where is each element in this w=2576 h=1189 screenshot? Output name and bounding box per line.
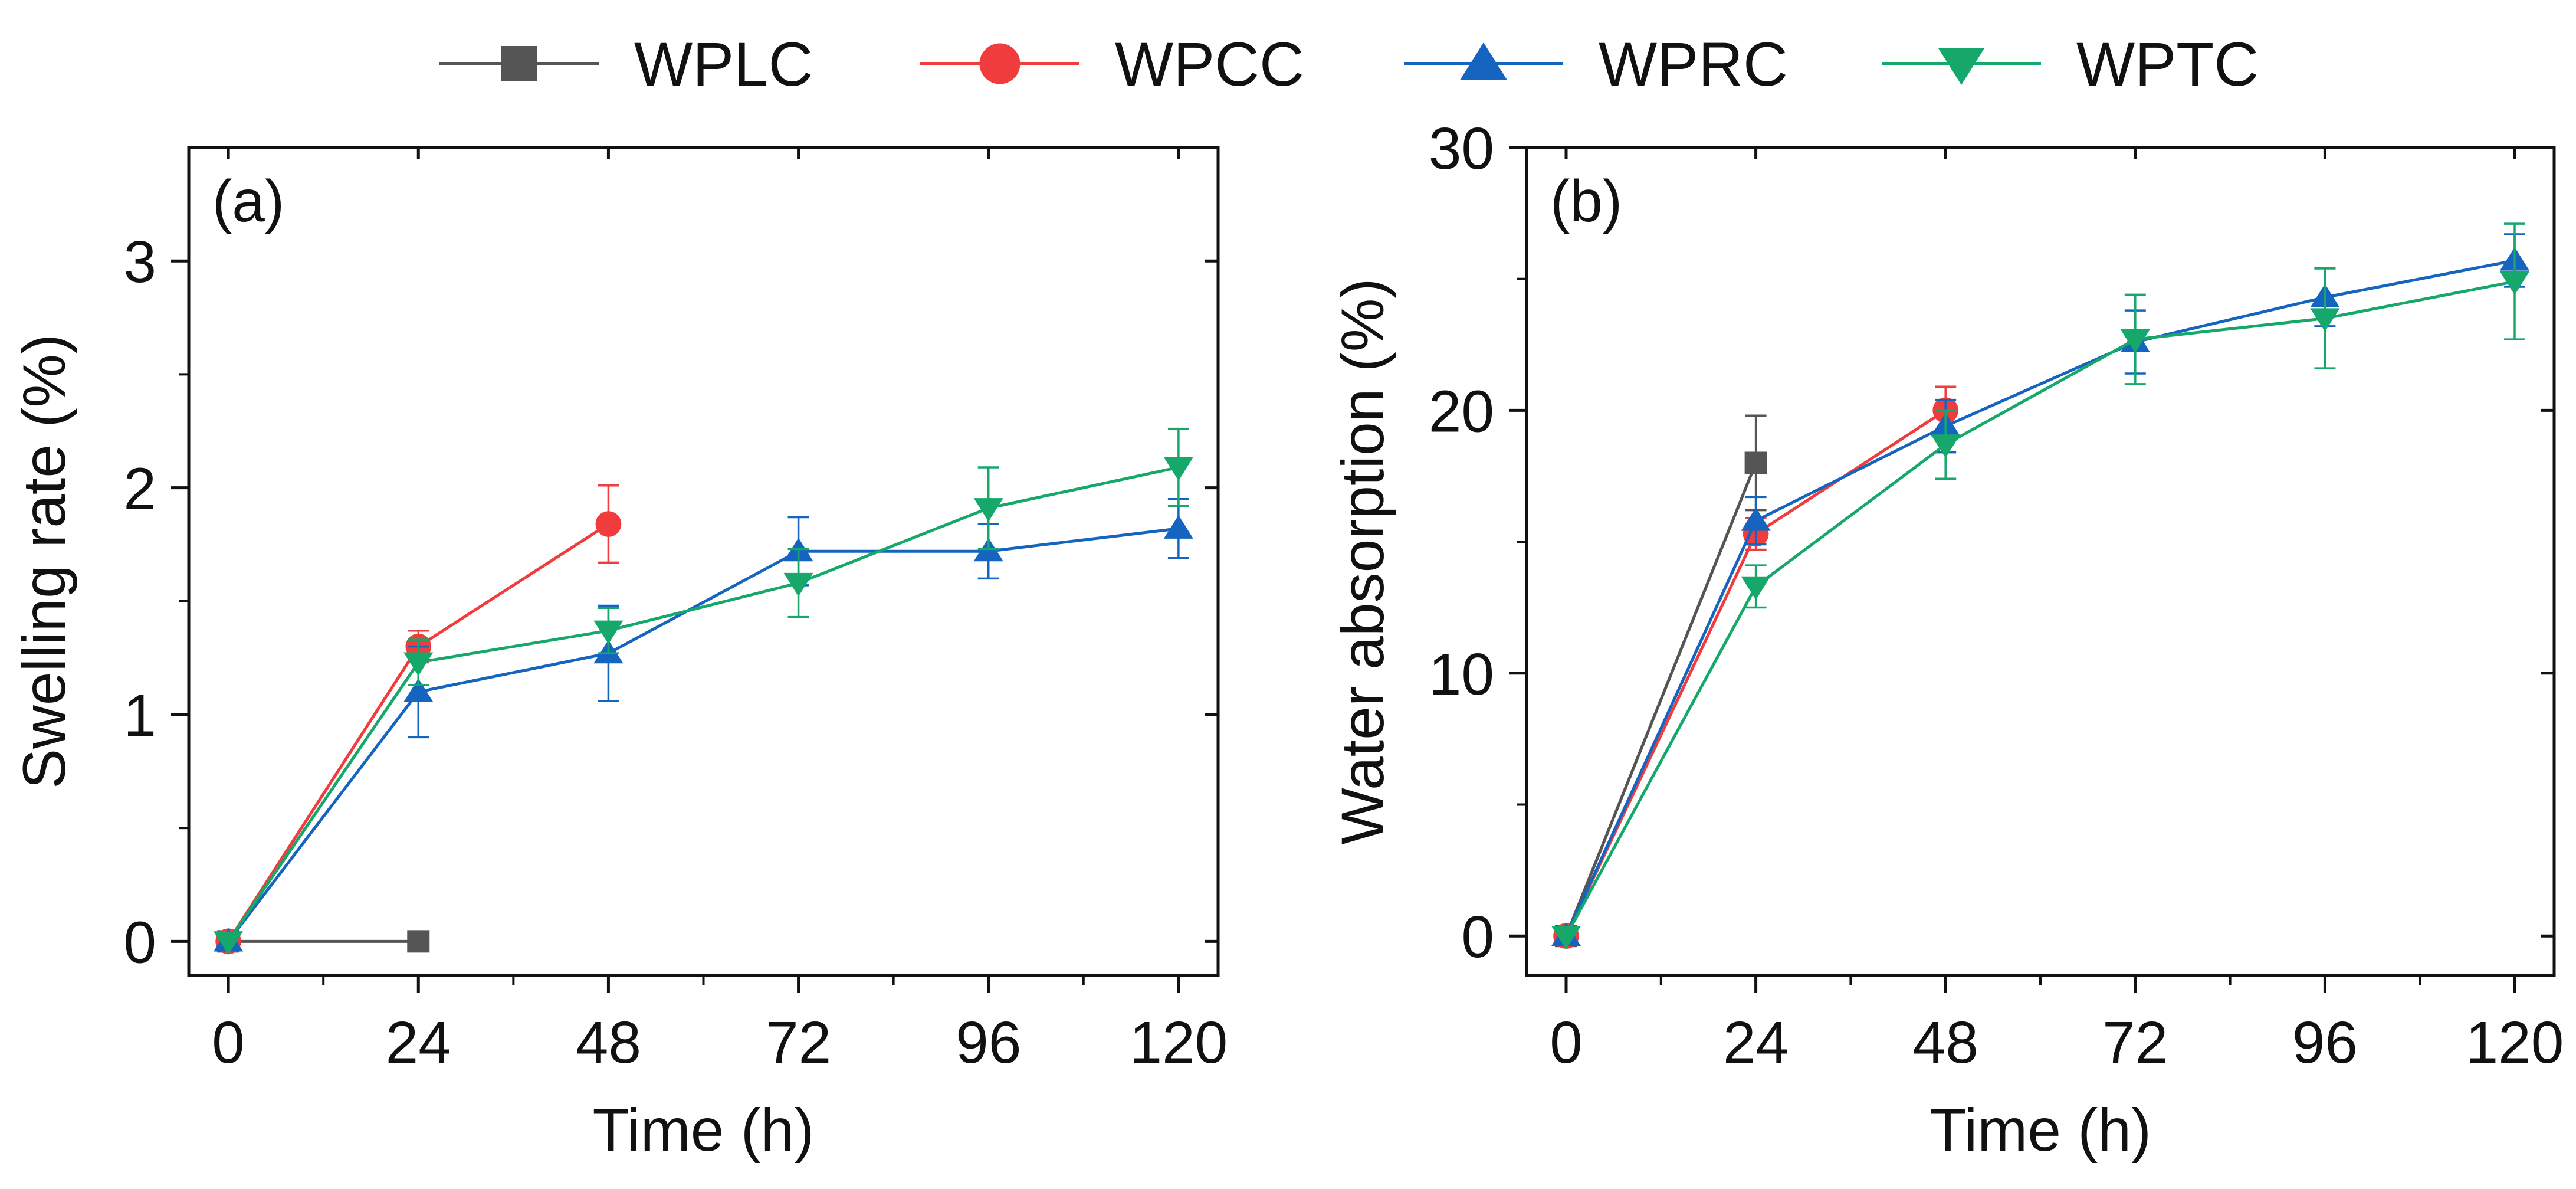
- data-point-b-wptc-24: [1741, 576, 1771, 600]
- series-a-wprc: [214, 498, 1193, 952]
- data-point-b-wprc-24: [1741, 507, 1771, 531]
- legend-item-wpcc: WPCC: [920, 30, 1304, 99]
- x-tick-label-a-48: 48: [576, 1010, 641, 1076]
- legend-marker-wprc: [1460, 42, 1507, 80]
- series-line-a-wprc: [227, 527, 1179, 942]
- series-b-wplc: [1555, 414, 1767, 948]
- x-axis-title-b: Time (h): [1929, 1096, 2151, 1164]
- legend: WPLC WPCC WPRC WPTC: [439, 30, 2259, 99]
- x-tick-label-a-72: 72: [766, 1010, 831, 1076]
- y-tick-label-a-1: 1: [123, 683, 156, 749]
- legend-marker-wplc: [501, 46, 537, 81]
- legend-item-wprc: WPRC: [1404, 30, 1788, 99]
- data-point-b-wptc-0: [1551, 926, 1581, 949]
- data-point-a-wptc-72: [783, 572, 813, 597]
- x-tick-label-b-120: 120: [2466, 1010, 2564, 1076]
- data-point-a-wptc-48: [593, 620, 624, 644]
- x-tick-label-a-0: 0: [212, 1010, 245, 1076]
- legend-item-wptc: WPTC: [1882, 30, 2259, 99]
- plot-frame-a: [187, 146, 1220, 977]
- plot-frame-b: [1525, 146, 2556, 977]
- y-axis-title-b: Water absorption (%): [1329, 279, 1396, 845]
- legend-label-wprc: WPRC: [1599, 30, 1788, 99]
- panel-label-a: (a): [212, 168, 284, 234]
- data-point-b-wptc-120: [2499, 271, 2530, 295]
- data-point-a-wpcc-48: [595, 511, 622, 537]
- y-tick-label-b-20: 20: [1429, 378, 1494, 444]
- data-point-a-wprc-24: [403, 678, 434, 702]
- y-tick-label-b-0: 0: [1461, 904, 1494, 970]
- x-tick-label-b-72: 72: [2102, 1010, 2168, 1076]
- data-point-a-wptc-24: [403, 652, 434, 676]
- legend-label-wpcc: WPCC: [1115, 30, 1304, 99]
- series-a-wptc: [214, 427, 1193, 955]
- y-tick-label-a-2: 2: [123, 456, 156, 522]
- data-point-a-wplc-24: [407, 930, 430, 953]
- legend-label-wplc: WPLC: [634, 30, 813, 99]
- y-axis-title-a: Swelling rate (%): [11, 334, 78, 789]
- legend-label-wptc: WPTC: [2076, 30, 2259, 99]
- x-tick-label-a-96: 96: [956, 1010, 1021, 1076]
- legend-item-wplc: WPLC: [439, 30, 813, 99]
- x-tick-label-b-96: 96: [2292, 1010, 2358, 1076]
- y-tick-label-a-3: 3: [123, 229, 156, 295]
- data-point-a-wprc-120: [1163, 515, 1193, 539]
- legend-marker-wpcc: [979, 43, 1020, 84]
- y-tick-label-b-30: 30: [1429, 116, 1494, 182]
- data-point-a-wptc-120: [1163, 457, 1193, 481]
- panel-a-swelling-rate: 0 24 48 72 96 120 0 1 2 3 Time (h) Swelling rate (%…: [11, 146, 1228, 1164]
- y-tick-label-a-0: 0: [123, 909, 156, 975]
- data-point-b-wptc-72: [2120, 329, 2150, 353]
- x-tick-label-a-120: 120: [1129, 1010, 1228, 1076]
- x-tick-label-b-24: 24: [1723, 1010, 1789, 1076]
- data-point-b-wplc-24: [1744, 451, 1767, 474]
- data-point-a-wptc-96: [973, 498, 1003, 522]
- x-axis-title-a: Time (h): [593, 1096, 815, 1164]
- data-point-a-wptc-0: [214, 931, 244, 955]
- series-a-wplc: [217, 930, 430, 953]
- series-line-b-wplc: [1564, 462, 1757, 937]
- series-b-wprc: [1551, 233, 2530, 946]
- legend-marker-wptc: [1938, 48, 1985, 85]
- panel-b-water-absorption: 0 24 48 72 96 120 0 10 20 30 Time (h) Water absorpt…: [1329, 116, 2564, 1164]
- x-tick-label-b-48: 48: [1913, 1010, 1978, 1076]
- series-line-b-wprc: [1564, 259, 2515, 937]
- x-tick-label-a-24: 24: [386, 1010, 451, 1076]
- data-point-b-wptc-48: [1931, 434, 1961, 458]
- series-b-wptc: [1551, 222, 2530, 949]
- data-point-b-wptc-96: [2310, 308, 2340, 332]
- y-tick-label-b-10: 10: [1429, 641, 1494, 707]
- series-line-b-wptc: [1564, 280, 2515, 937]
- x-tick-label-b-0: 0: [1550, 1010, 1583, 1076]
- series-line-a-wptc: [227, 466, 1179, 942]
- panel-label-b: (b): [1550, 168, 1622, 234]
